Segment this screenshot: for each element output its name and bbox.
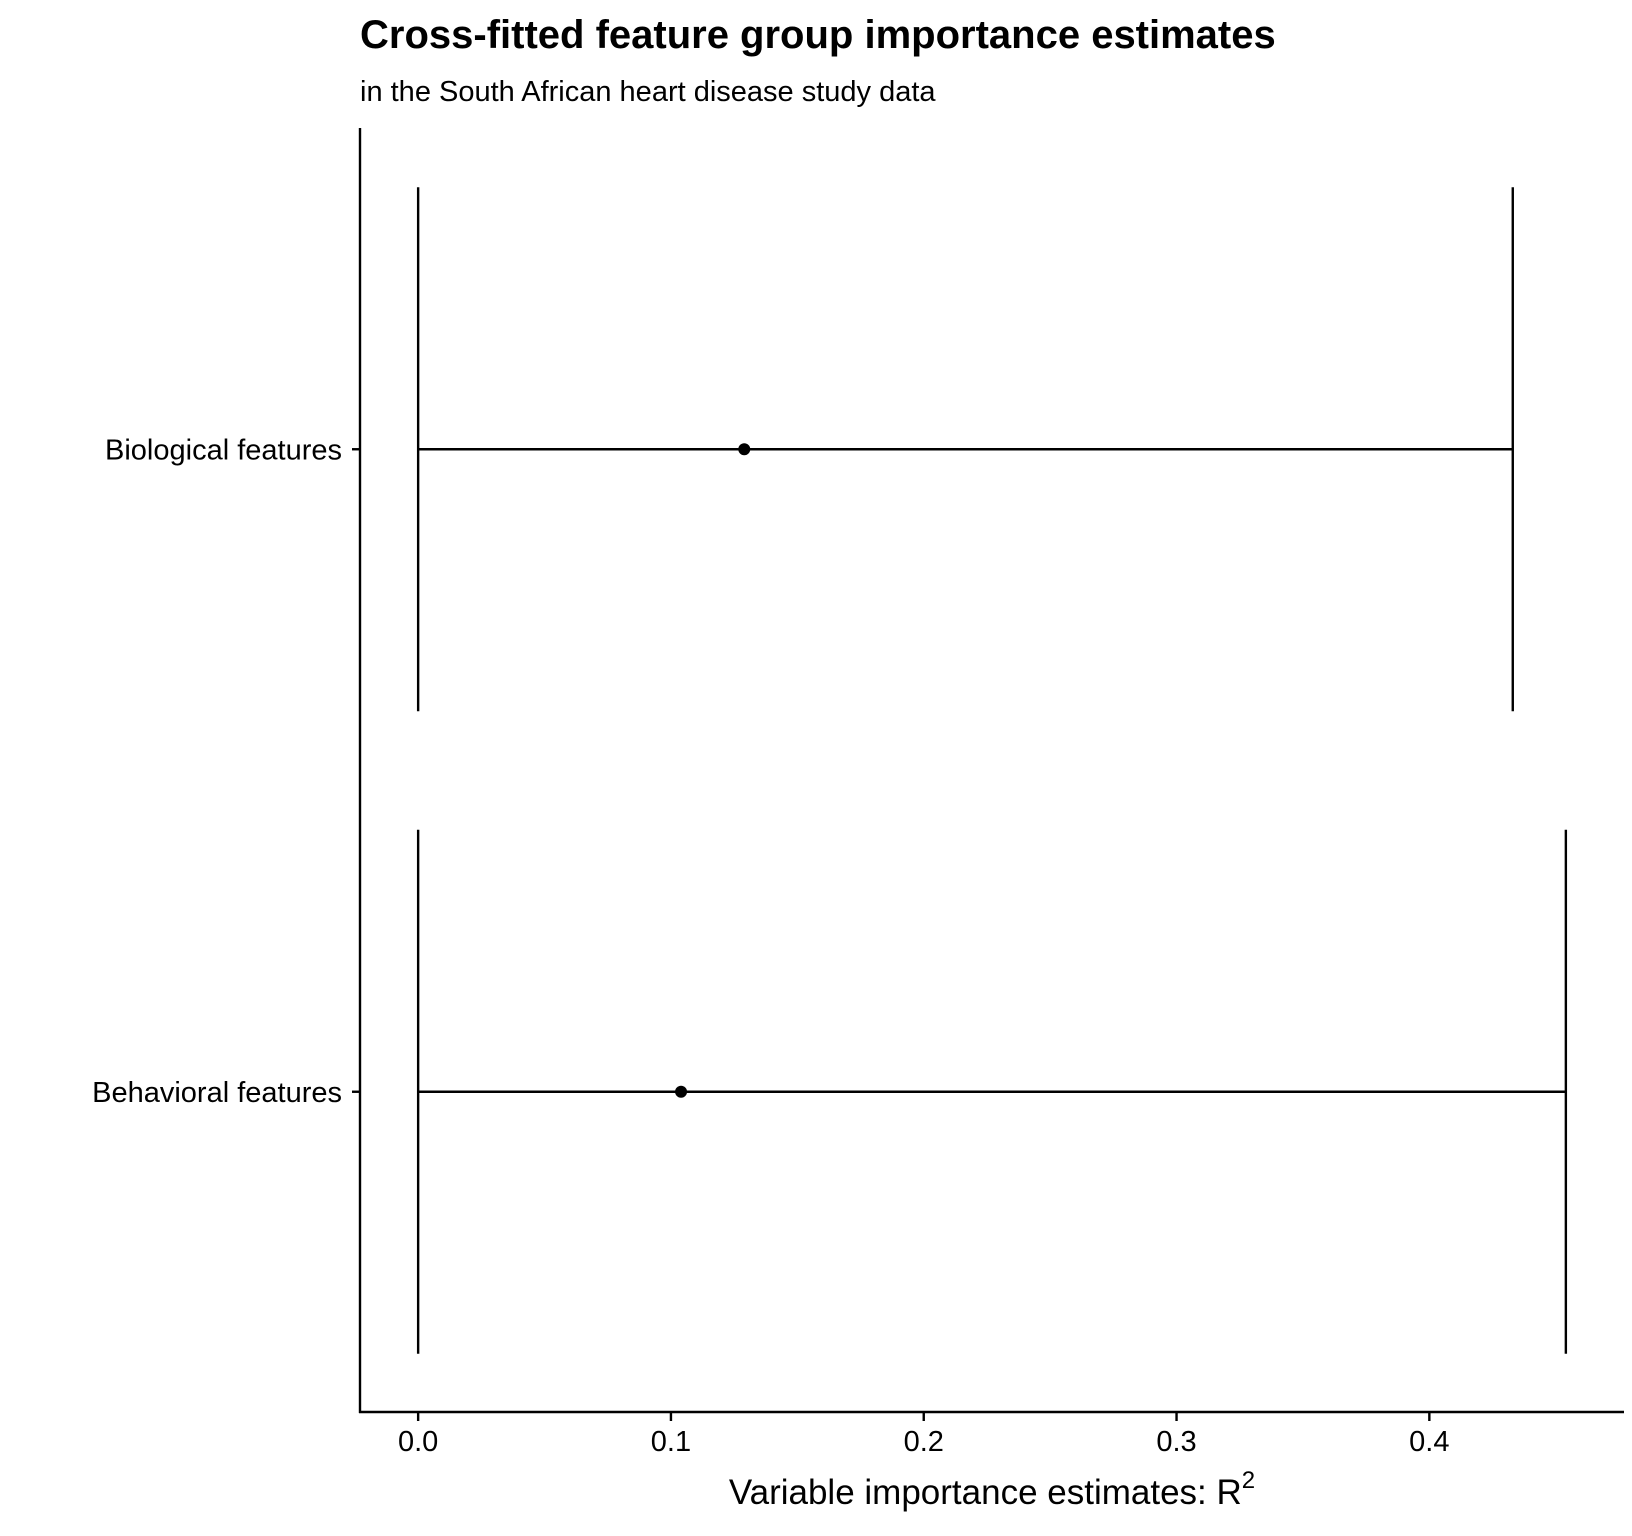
x-tick-label: 0.1 xyxy=(651,1426,691,1458)
point-estimate xyxy=(738,443,751,456)
y-tick-label: Biological features xyxy=(105,434,342,466)
x-axis-ticks: 0.0 0.1 0.2 0.3 0.4 xyxy=(398,1413,1450,1458)
chart-title: Cross-fitted feature group importance es… xyxy=(360,13,1276,57)
point-estimate xyxy=(675,1085,688,1098)
chart-subtitle: in the South African heart disease study… xyxy=(360,76,936,108)
y-tick-label: Behavioral features xyxy=(92,1077,342,1109)
x-tick-label: 0.0 xyxy=(398,1426,438,1458)
x-tick-label: 0.2 xyxy=(904,1426,944,1458)
y-axis-ticks: Biological features Behavioral features xyxy=(92,434,360,1109)
x-axis-title-superscript: 2 xyxy=(1242,1467,1255,1494)
x-tick-label: 0.4 xyxy=(1409,1426,1449,1458)
plot-panel xyxy=(416,187,1568,1354)
x-axis-title-text: Variable importance estimates: R xyxy=(729,1473,1242,1512)
x-axis-title: Variable importance estimates: R2 xyxy=(729,1467,1255,1512)
x-tick-label: 0.3 xyxy=(1156,1426,1196,1458)
